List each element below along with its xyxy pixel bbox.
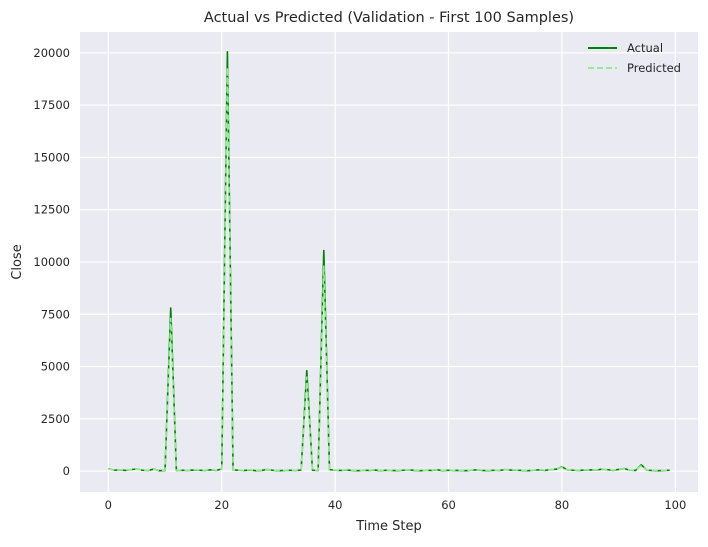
y-tick-label: 20000 [33, 46, 70, 60]
series-line-predicted [108, 66, 670, 472]
x-tick-label: 80 [555, 498, 570, 512]
y-tick-label: 17500 [33, 98, 70, 112]
x-tick-label: 0 [105, 498, 112, 512]
x-axis-ticks: 0 20 40 60 80 100 [105, 498, 687, 512]
chart-title: Actual vs Predicted (Validation - First … [204, 10, 574, 26]
y-axis-ticks: 0 2500 5000 7500 10000 12500 15000 17500 20000 [33, 46, 70, 478]
legend-label-actual: Actual [627, 41, 663, 55]
series-layer [108, 51, 670, 472]
y-tick-label: 12500 [33, 203, 70, 217]
legend: Actual Predicted [588, 41, 681, 75]
grid-lines [80, 32, 698, 492]
y-tick-label: 2500 [41, 412, 70, 426]
y-tick-label: 10000 [33, 255, 70, 269]
x-tick-label: 40 [328, 498, 343, 512]
x-axis-label: Time Step [355, 519, 422, 534]
x-tick-label: 100 [664, 498, 686, 512]
x-tick-label: 60 [441, 498, 456, 512]
y-tick-label: 15000 [33, 150, 70, 164]
y-tick-label: 5000 [41, 360, 70, 374]
legend-label-predicted: Predicted [627, 61, 681, 75]
y-axis-label: Close [10, 244, 25, 279]
y-tick-label: 7500 [41, 307, 70, 321]
y-tick-label: 0 [63, 464, 70, 478]
x-tick-label: 20 [214, 498, 229, 512]
